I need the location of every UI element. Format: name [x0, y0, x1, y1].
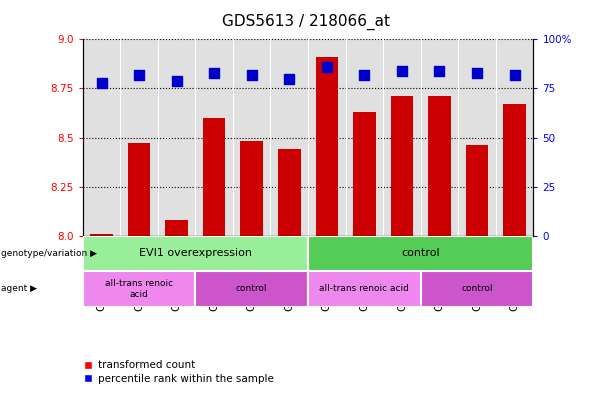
Bar	[83, 236, 308, 271]
Point	[247, 72, 257, 78]
Bar	[128, 143, 150, 236]
Bar	[90, 234, 113, 236]
Bar	[316, 57, 338, 236]
Bar	[308, 271, 421, 307]
Point	[397, 68, 407, 74]
Point	[472, 70, 482, 76]
Bar	[83, 271, 196, 307]
Text: genotype/variation ▶: genotype/variation ▶	[1, 249, 97, 258]
Text: all-trans renoic acid: all-trans renoic acid	[319, 285, 409, 293]
Point	[209, 70, 219, 76]
Point	[435, 68, 444, 74]
Bar	[240, 141, 263, 236]
Bar	[278, 149, 300, 236]
Bar	[203, 118, 226, 236]
Point	[172, 77, 181, 84]
Point	[284, 75, 294, 82]
Point	[134, 72, 144, 78]
Text: control: control	[461, 285, 493, 293]
Legend: transformed count, percentile rank within the sample: transformed count, percentile rank withi…	[78, 356, 278, 388]
Bar	[308, 236, 533, 271]
Bar	[428, 96, 451, 236]
Bar	[390, 96, 413, 236]
Bar	[196, 271, 308, 307]
Bar	[353, 112, 376, 236]
Point	[509, 72, 519, 78]
Bar	[166, 220, 188, 236]
Text: agent ▶: agent ▶	[1, 285, 37, 293]
Bar	[503, 104, 526, 236]
Text: control: control	[236, 285, 267, 293]
Point	[322, 64, 332, 70]
Text: GDS5613 / 218066_at: GDS5613 / 218066_at	[223, 14, 390, 30]
Bar	[466, 145, 488, 236]
Text: EVI1 overexpression: EVI1 overexpression	[139, 248, 252, 259]
Text: all-trans renoic
acid: all-trans renoic acid	[105, 279, 173, 299]
Point	[359, 72, 369, 78]
Text: control: control	[402, 248, 440, 259]
Bar	[421, 271, 533, 307]
Point	[97, 79, 107, 86]
